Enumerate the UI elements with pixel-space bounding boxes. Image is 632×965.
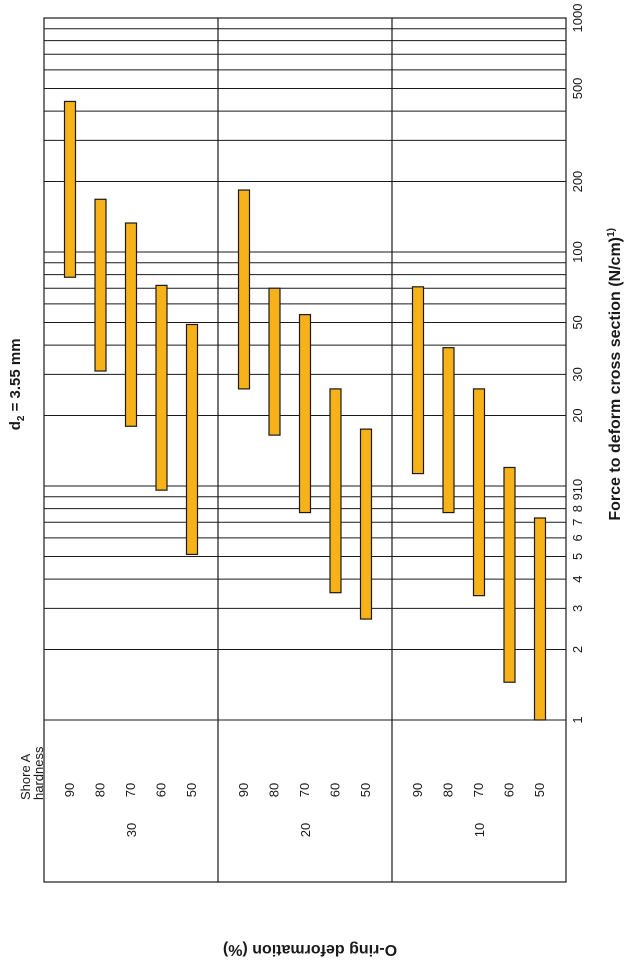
hardness-label-10-70: 70: [471, 783, 486, 797]
hardness-label-10-50: 50: [532, 783, 547, 797]
deformation-label-20: 20: [298, 823, 313, 837]
tick-label-6: 6: [570, 534, 585, 541]
category-axis-title: O-ring deformation (%): [223, 941, 397, 958]
hardness-label-20-60: 60: [328, 783, 343, 797]
bar-10-90: [411, 286, 425, 475]
tick-label-9: 9: [570, 493, 585, 500]
hardness-label-20-50: 50: [358, 783, 373, 797]
tick-label-1000: 1000: [570, 4, 585, 33]
hardness-label-30-60: 60: [154, 783, 169, 797]
bar-20-70: [298, 314, 312, 514]
bar-20-80: [268, 287, 281, 436]
bar-10-50: [533, 517, 547, 721]
bar-30-60: [155, 284, 168, 491]
tick-label-20: 20: [570, 408, 585, 422]
tick-label-50: 50: [570, 315, 585, 329]
hardness-label-30-70: 70: [123, 783, 138, 797]
titles: d2 = 3.55 mm Force to deform cross secti…: [7, 228, 624, 958]
tick-label-2: 2: [570, 646, 585, 653]
hardness-label-20-90: 90: [236, 783, 251, 797]
bar-30-80: [94, 198, 107, 372]
hardness-label-10-80: 80: [441, 783, 456, 797]
tick-label-1: 1: [570, 716, 585, 723]
bar-30-90: [63, 100, 77, 278]
bar-10-60: [503, 466, 516, 683]
hardness-label-10-60: 60: [502, 783, 517, 797]
tick-label-200: 200: [570, 171, 585, 193]
bar-20-50: [359, 428, 373, 620]
hardness-header: Shore A hardness: [18, 746, 46, 800]
hardness-label-10-90: 90: [410, 783, 425, 797]
hardness-label-30-50: 50: [184, 783, 199, 797]
tick-label-8: 8: [570, 505, 585, 512]
plot-border: [43, 17, 567, 883]
bar-20-90: [237, 189, 251, 390]
deformation-label-10: 10: [472, 823, 487, 837]
bar-30-70: [124, 222, 138, 427]
value-axis-title: Force to deform cross section (N/cm)1): [606, 228, 624, 521]
tick-label-500: 500: [570, 78, 585, 100]
tick-label-7: 7: [570, 519, 585, 526]
tick-label-4: 4: [570, 576, 585, 583]
tick-label-100: 100: [570, 241, 585, 263]
deformation-label-30: 30: [124, 823, 139, 837]
bars: [63, 100, 547, 721]
chart-title: d2 = 3.55 mm: [7, 338, 27, 430]
tick-label-3: 3: [570, 605, 585, 612]
tick-label-10: 10: [570, 479, 585, 493]
tick-label-30: 30: [570, 367, 585, 381]
hardness-label-30-90: 90: [62, 783, 77, 797]
hardness-label-20-70: 70: [297, 783, 312, 797]
tick-label-5: 5: [570, 553, 585, 560]
plot-frame: [43, 17, 567, 883]
hardness-label-30-80: 80: [93, 783, 108, 797]
bar-30-50: [185, 323, 199, 556]
bar-10-80: [442, 347, 455, 514]
bar-20-60: [329, 388, 342, 594]
hardness-label-20-80: 80: [267, 783, 282, 797]
bar-10-70: [472, 388, 486, 597]
